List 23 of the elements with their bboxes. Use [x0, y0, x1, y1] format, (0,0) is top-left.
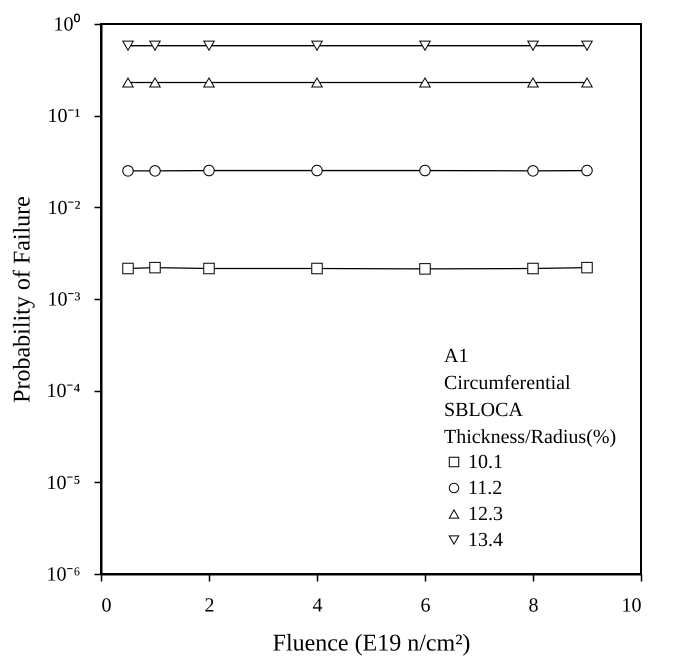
y-tick-label: 10⁻⁴	[46, 380, 81, 402]
y-tick-label: 10⁻⁶	[46, 564, 81, 586]
legend-label: 12.3	[468, 503, 503, 525]
x-tick-label: 0	[102, 594, 112, 616]
y-tick-label: 10⁻³	[48, 288, 80, 310]
y-axis-title: Probability of Failure	[10, 196, 36, 403]
y-tick-label: 10⁻²	[48, 196, 80, 219]
x-tick-label: 2	[204, 594, 214, 616]
legend-label: 13.4	[468, 529, 503, 551]
x-tick-label: 8	[528, 594, 538, 616]
x-axis-title: Fluence (E19 n/cm²)	[272, 630, 470, 656]
x-tick-label: 6	[420, 594, 430, 616]
y-tick-label: 10⁰	[54, 12, 80, 36]
x-tick-label: 4	[312, 594, 322, 616]
y-tick-label: 10⁻⁵	[46, 472, 80, 494]
annotation: Circumferential	[444, 372, 572, 394]
x-tick-label: 10	[622, 594, 642, 616]
y-tick-label: 10⁻¹	[48, 105, 80, 128]
legend-label: 10.1	[468, 451, 503, 473]
annotation: SBLOCA	[444, 399, 524, 421]
legend-label: 11.2	[468, 477, 502, 499]
legend-title: Thickness/Radius(%)	[444, 426, 616, 448]
annotation: A1	[444, 345, 468, 367]
